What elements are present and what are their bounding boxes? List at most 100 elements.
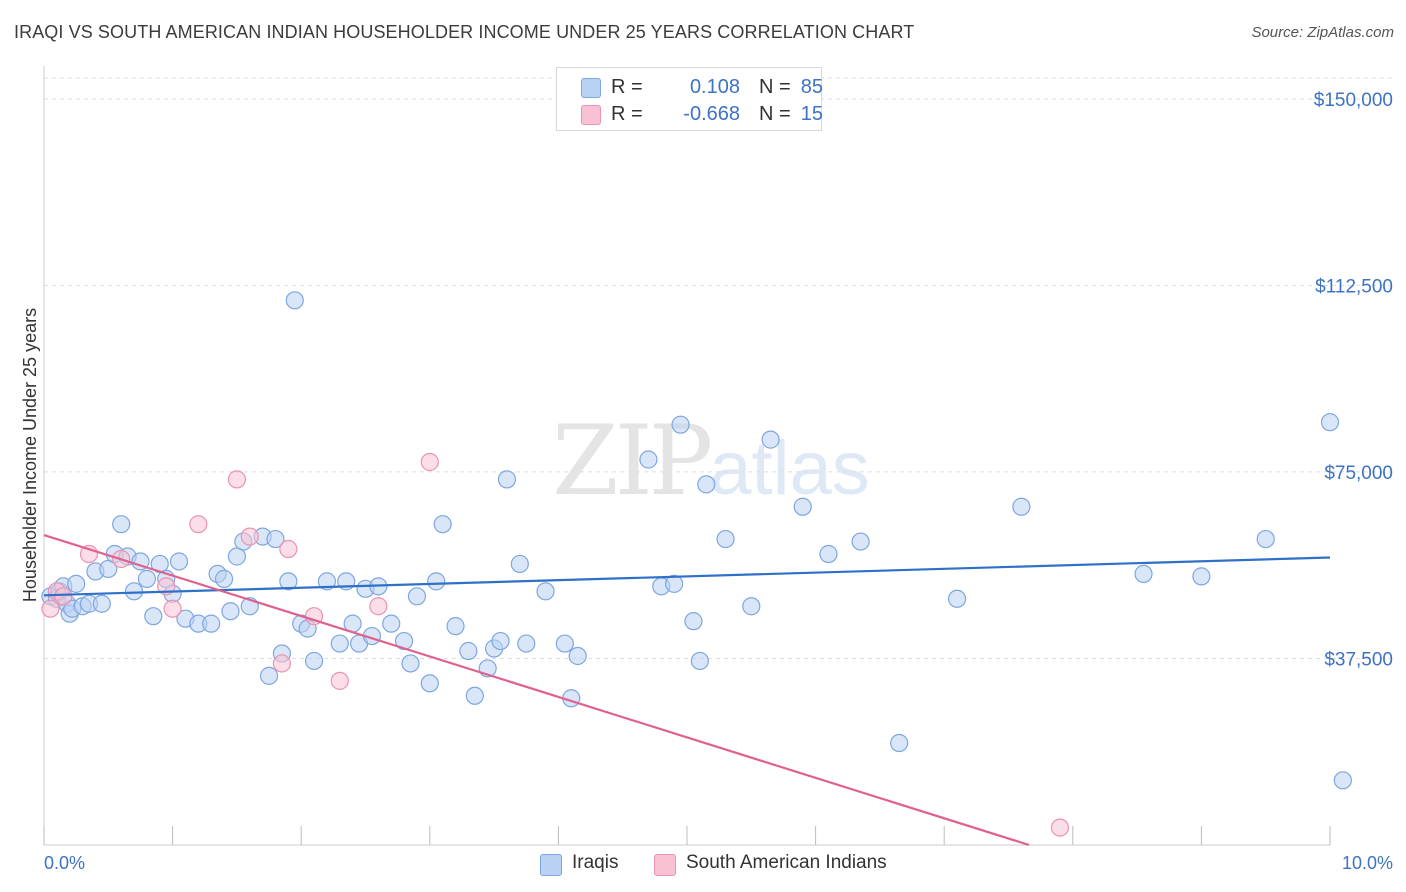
data-point [317,572,337,591]
data-point [369,597,388,616]
legend-swatch-south-american-indians [581,105,601,125]
data-point [517,634,536,653]
data-point [690,651,709,671]
data-point [671,415,690,434]
data-point [330,671,349,690]
trend-lines [43,534,1331,847]
source-label: Source: ZipAtlas.com [1251,24,1394,41]
data-point [382,614,401,633]
data-point [272,654,292,673]
legend-n-value: 15 [800,103,823,125]
axis-labels: $37,500 $75,000 $112,500 $150,000 0.0% 10.0% H… [20,90,1393,873]
trend-line [43,556,1331,597]
data-point [163,599,182,618]
legend-r-label: R = [611,76,643,98]
x-tick-label: 0.0% [44,853,85,873]
watermark-atlas: atlas [709,426,870,511]
data-point [697,475,716,494]
x-tick-label: 10.0% [1342,853,1393,873]
data-point [304,651,324,671]
legend-n-label: N = [759,103,791,125]
data-point [169,552,189,571]
data-point [330,634,349,653]
legend-n-value: 85 [800,76,823,98]
data-point [92,594,111,613]
data-point [568,646,587,666]
data-point [684,612,703,631]
data-point [1192,567,1211,586]
data-point [491,631,510,651]
data-point [536,582,555,601]
series-legend-swatch-south-american-indians [654,854,676,876]
y-tick-label: $112,500 [1315,276,1393,297]
data-point [793,497,812,516]
data-point [510,554,529,574]
data-point [639,450,658,469]
data-point [761,430,780,449]
data-point [137,569,156,588]
y-tick-label: $150,000 [1314,90,1393,111]
data-point [1333,771,1352,790]
legend-r-label: R = [611,103,643,125]
data-point [427,572,446,591]
series-legend-label: South American Indians [686,852,887,873]
data-point [742,597,761,616]
series-legend-swatch-iraqis [540,854,562,876]
data-point [41,599,60,618]
data-point [433,515,452,534]
data-point [851,532,870,551]
data-point [407,587,427,606]
data-point [112,515,131,534]
data-point [401,654,420,673]
data-point [420,674,439,693]
data-point [1320,413,1340,432]
data-point [67,574,86,593]
data-point [665,574,684,593]
correlation-legend: R = 0.108 N = 85 R = -0.668 N = 15 [556,67,823,131]
series-south-american-indians-points [41,452,1070,837]
data-point [202,614,221,633]
data-point [497,470,517,489]
data-point [1134,564,1153,584]
data-point [465,686,484,705]
data-point [1050,818,1070,837]
data-point [279,539,298,559]
data-point [819,544,838,564]
data-point [716,529,735,549]
data-point [124,582,144,601]
legend-swatch-iraqis [581,78,601,98]
y-tick-label: $75,000 [1324,463,1393,484]
data-point [144,607,163,626]
data-point [221,602,240,621]
data-point [214,569,234,588]
data-point [890,733,909,753]
gridlines [44,77,1395,659]
legend-n-label: N = [759,76,791,98]
data-point [446,617,465,636]
data-point [259,666,279,685]
data-point [285,291,304,310]
y-tick-label: $37,500 [1324,649,1393,670]
series-legend-label: Iraqis [572,852,619,873]
data-point [394,631,414,651]
data-point [240,527,259,546]
chart-title: IRAQI VS SOUTH AMERICAN INDIAN HOUSEHOLD… [14,22,915,42]
data-point [54,587,73,606]
data-point [1012,497,1031,516]
data-point [947,589,967,608]
data-point [279,572,298,591]
data-point [189,515,208,534]
axes [43,66,1331,846]
data-point [459,641,478,661]
trend-line [43,534,1030,847]
legend-r-value: 0.108 [689,76,740,98]
data-point [420,452,439,472]
data-point [266,529,285,549]
y-axis-label: Householder Income Under 25 years [20,308,40,602]
legend-r-value: -0.668 [683,103,740,125]
series-iraqis-points [41,291,1352,790]
data-point [555,634,574,653]
data-point [227,470,246,489]
data-point [1256,529,1275,549]
